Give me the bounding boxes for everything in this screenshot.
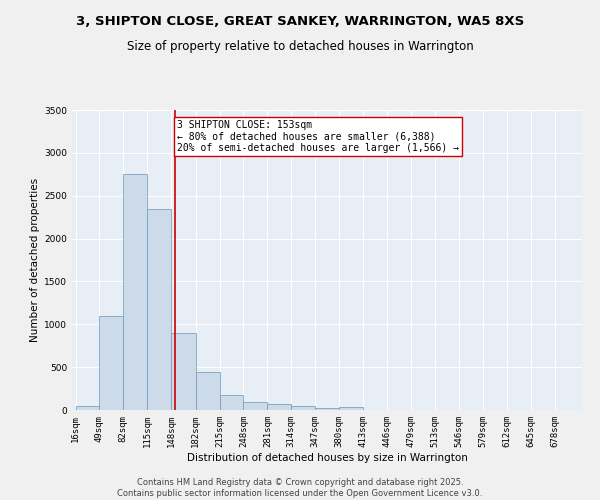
Bar [268,404,291,410]
Bar [124,174,147,410]
Bar [147,208,171,410]
X-axis label: Distribution of detached houses by size in Warrington: Distribution of detached houses by size … [187,452,467,462]
Bar [196,372,220,410]
Text: Size of property relative to detached houses in Warrington: Size of property relative to detached ho… [127,40,473,53]
Bar [171,333,196,410]
Bar [220,396,244,410]
Bar [315,408,339,410]
Text: Contains HM Land Registry data © Crown copyright and database right 2025.
Contai: Contains HM Land Registry data © Crown c… [118,478,482,498]
Bar [339,408,363,410]
Text: 3 SHIPTON CLOSE: 153sqm
← 80% of detached houses are smaller (6,388)
20% of semi: 3 SHIPTON CLOSE: 153sqm ← 80% of detache… [177,120,459,154]
Bar [100,316,124,410]
Text: 3, SHIPTON CLOSE, GREAT SANKEY, WARRINGTON, WA5 8XS: 3, SHIPTON CLOSE, GREAT SANKEY, WARRINGT… [76,15,524,28]
Bar [291,406,315,410]
Bar [244,402,268,410]
Bar [76,406,100,410]
Y-axis label: Number of detached properties: Number of detached properties [30,178,40,342]
